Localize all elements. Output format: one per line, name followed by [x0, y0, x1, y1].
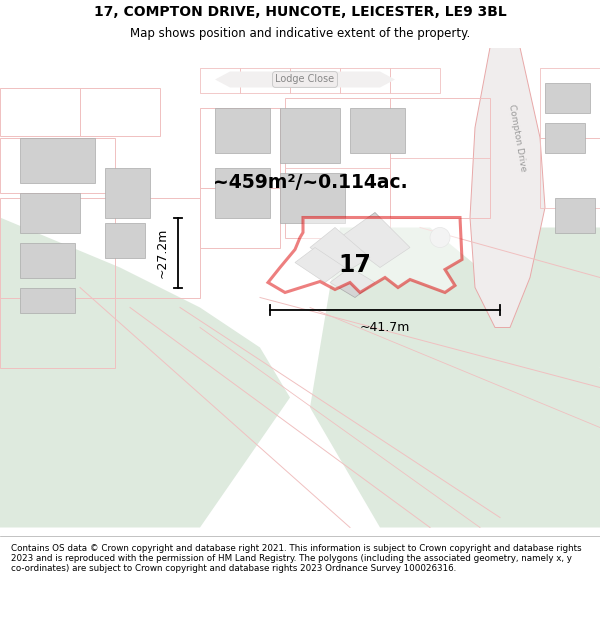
Text: ~41.7m: ~41.7m	[360, 321, 410, 334]
Polygon shape	[295, 248, 345, 282]
Text: 17, COMPTON DRIVE, HUNCOTE, LEICESTER, LE9 3BL: 17, COMPTON DRIVE, HUNCOTE, LEICESTER, L…	[94, 5, 506, 19]
Polygon shape	[310, 228, 600, 528]
Polygon shape	[545, 82, 590, 112]
Polygon shape	[20, 192, 80, 232]
Polygon shape	[105, 222, 145, 258]
Polygon shape	[340, 213, 410, 268]
Polygon shape	[470, 48, 545, 328]
Polygon shape	[330, 268, 375, 298]
Polygon shape	[0, 48, 600, 528]
Polygon shape	[280, 173, 345, 222]
Text: Compton Drive: Compton Drive	[506, 103, 527, 172]
Text: ~459m²/~0.114ac.: ~459m²/~0.114ac.	[212, 173, 407, 192]
Polygon shape	[500, 228, 600, 368]
Polygon shape	[0, 217, 290, 528]
Polygon shape	[545, 122, 585, 152]
Polygon shape	[20, 138, 95, 182]
Circle shape	[430, 228, 450, 248]
Polygon shape	[350, 107, 405, 152]
Text: Contains OS data © Crown copyright and database right 2021. This information is : Contains OS data © Crown copyright and d…	[11, 544, 581, 573]
Text: ~27.2m: ~27.2m	[155, 228, 169, 278]
Polygon shape	[268, 217, 462, 292]
Polygon shape	[20, 288, 75, 312]
Text: 17: 17	[338, 253, 371, 276]
Polygon shape	[105, 168, 150, 217]
Polygon shape	[555, 198, 595, 232]
Polygon shape	[215, 168, 270, 217]
Polygon shape	[20, 242, 75, 278]
Text: Map shows position and indicative extent of the property.: Map shows position and indicative extent…	[130, 27, 470, 39]
Polygon shape	[310, 228, 370, 272]
Text: Lodge Close: Lodge Close	[275, 74, 335, 84]
Polygon shape	[215, 71, 395, 88]
Polygon shape	[215, 107, 270, 152]
Polygon shape	[280, 107, 340, 162]
